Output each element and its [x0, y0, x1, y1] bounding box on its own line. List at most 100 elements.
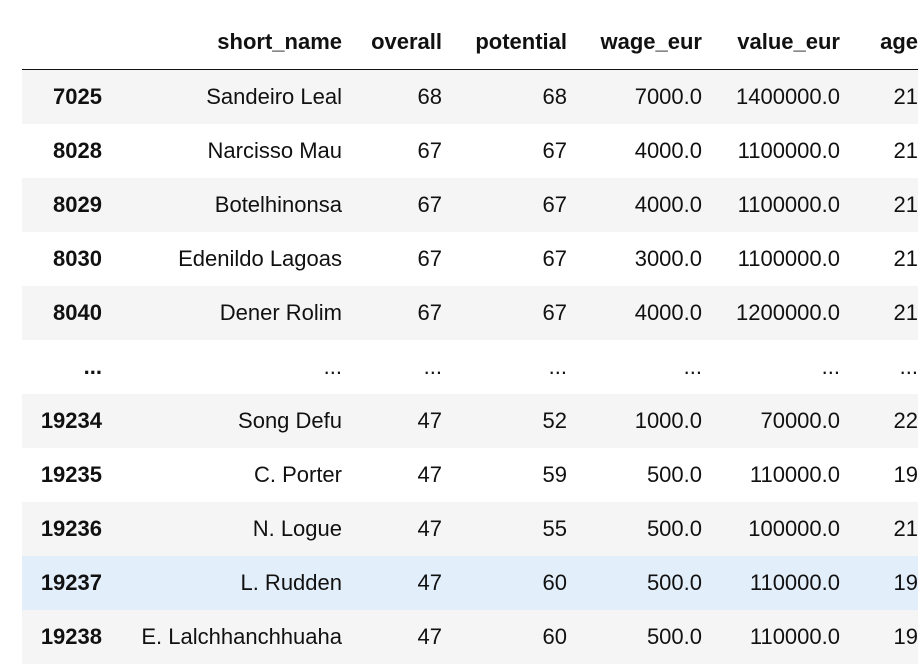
- cell-potential: 59: [542, 462, 567, 487]
- cell-age: ...: [899, 354, 918, 379]
- cell-wage-eur: 7000.0: [634, 84, 702, 109]
- header-row: short_name overall potential wage_eur va…: [22, 15, 918, 70]
- cell-short-name: L. Rudden: [240, 570, 342, 595]
- row-index: 8030: [53, 246, 102, 271]
- cell-wage-eur: 500.0: [646, 462, 702, 487]
- cell-potential: 67: [542, 300, 567, 325]
- cell-value-eur: 1100000.0: [737, 192, 840, 217]
- column-header-age: age: [840, 15, 918, 70]
- cell-overall: 47: [417, 516, 442, 541]
- cell-wage-eur: 500.0: [646, 570, 702, 595]
- cell-value-eur: 1400000.0: [736, 84, 840, 109]
- table-row: 19235 C. Porter 47 59 500.0 110000.0 19: [22, 448, 918, 502]
- cell-short-name: N. Logue: [252, 516, 342, 541]
- cell-age: 19: [893, 624, 918, 649]
- column-header-overall: overall: [342, 15, 442, 70]
- cell-value-eur: ...: [821, 354, 840, 379]
- table-row: 8040 Dener Rolim 67 67 4000.0 1200000.0 21: [22, 286, 918, 340]
- cell-overall: 47: [417, 462, 442, 487]
- cell-potential: 67: [542, 138, 567, 163]
- column-header-short-name: short_name: [102, 15, 342, 70]
- cell-short-name: ...: [323, 354, 342, 379]
- cell-value-eur: 1100000.0: [737, 138, 840, 163]
- cell-potential: 60: [542, 570, 567, 595]
- cell-age: 21: [893, 246, 918, 271]
- cell-value-eur: 100000.0: [748, 516, 840, 541]
- cell-short-name: Song Defu: [238, 408, 342, 433]
- row-index: 19235: [40, 462, 102, 487]
- table-header: short_name overall potential wage_eur va…: [22, 15, 918, 70]
- table-row: 19234 Song Defu 47 52 1000.0 70000.0 22: [22, 394, 918, 448]
- cell-wage-eur: 3000.0: [634, 246, 702, 271]
- cell-overall: ...: [423, 354, 442, 379]
- cell-overall: 67: [417, 246, 442, 271]
- cell-potential: 67: [542, 192, 567, 217]
- cell-potential: 60: [542, 624, 567, 649]
- cell-overall: 47: [417, 624, 442, 649]
- row-index: 19236: [40, 516, 102, 541]
- cell-value-eur: 1200000.0: [736, 300, 840, 325]
- cell-overall: 47: [417, 408, 442, 433]
- table-row: 19238 E. Lalchhanchhuaha 47 60 500.0 110000.0…: [22, 610, 918, 664]
- cell-wage-eur: 4000.0: [634, 192, 702, 217]
- index-header: [22, 15, 102, 70]
- cell-overall: 67: [417, 138, 442, 163]
- table-row: .....................: [22, 340, 918, 394]
- cell-age: 19: [893, 462, 918, 487]
- cell-overall: 67: [417, 192, 442, 217]
- row-index: 8040: [53, 300, 102, 325]
- cell-potential: 68: [542, 84, 567, 109]
- column-header-value-eur: value_eur: [702, 15, 840, 70]
- row-index: 19234: [40, 408, 102, 433]
- table-row: 8029 Botelhinonsa 67 67 4000.0 1100000.0 21: [22, 178, 918, 232]
- cell-short-name: E. Lalchhanchhuaha: [141, 624, 342, 649]
- table-row: 19237 L. Rudden 47 60 500.0 110000.0 19: [22, 556, 918, 610]
- cell-short-name: Edenildo Lagoas: [178, 246, 342, 271]
- row-index: 8028: [53, 138, 102, 163]
- cell-age: 21: [893, 192, 918, 217]
- cell-overall: 47: [417, 570, 442, 595]
- row-index: 8029: [53, 192, 102, 217]
- cell-short-name: Sandeiro Leal: [206, 84, 342, 109]
- column-header-potential: potential: [442, 15, 567, 70]
- column-header-wage-eur: wage_eur: [567, 15, 702, 70]
- cell-value-eur: 110000.0: [749, 462, 840, 487]
- row-index: 7025: [53, 84, 102, 109]
- cell-wage-eur: 4000.0: [634, 300, 702, 325]
- cell-age: 22: [893, 408, 918, 433]
- cell-short-name: Dener Rolim: [219, 300, 342, 325]
- cell-short-name: Narcisso Mau: [207, 138, 342, 163]
- cell-potential: 52: [542, 408, 567, 433]
- cell-wage-eur: 1000.0: [634, 408, 702, 433]
- cell-potential: 67: [542, 246, 567, 271]
- cell-value-eur: 110000.0: [749, 570, 840, 595]
- cell-value-eur: 1100000.0: [737, 246, 840, 271]
- cell-wage-eur: 500.0: [646, 516, 702, 541]
- cell-age: 21: [893, 84, 918, 109]
- row-index: 19238: [40, 624, 102, 649]
- table-row: 7025 Sandeiro Leal 68 68 7000.0 1400000.0 21: [22, 69, 918, 124]
- cell-wage-eur: ...: [683, 354, 702, 379]
- cell-value-eur: 70000.0: [760, 408, 840, 433]
- cell-age: 21: [893, 300, 918, 325]
- cell-potential: 55: [542, 516, 567, 541]
- cell-overall: 67: [417, 300, 442, 325]
- cell-wage-eur: 500.0: [646, 624, 702, 649]
- table-body: 7025 Sandeiro Leal 68 68 7000.0 1400000.0 21 80…: [22, 69, 918, 664]
- cell-short-name: Botelhinonsa: [214, 192, 342, 217]
- table-row: 8028 Narcisso Mau 67 67 4000.0 1100000.0 21: [22, 124, 918, 178]
- cell-overall: 68: [417, 84, 442, 109]
- cell-age: 21: [893, 138, 918, 163]
- cell-short-name: C. Porter: [253, 462, 342, 487]
- cell-age: 19: [893, 570, 918, 595]
- cell-age: 21: [893, 516, 918, 541]
- cell-potential: ...: [548, 354, 567, 379]
- row-index: ...: [83, 354, 102, 379]
- dataframe-table: short_name overall potential wage_eur va…: [22, 15, 918, 664]
- row-index: 19237: [40, 570, 102, 595]
- table-row: 19236 N. Logue 47 55 500.0 100000.0 21: [22, 502, 918, 556]
- cell-wage-eur: 4000.0: [634, 138, 702, 163]
- table-row: 8030 Edenildo Lagoas 67 67 3000.0 1100000.0 21: [22, 232, 918, 286]
- cell-value-eur: 110000.0: [749, 624, 840, 649]
